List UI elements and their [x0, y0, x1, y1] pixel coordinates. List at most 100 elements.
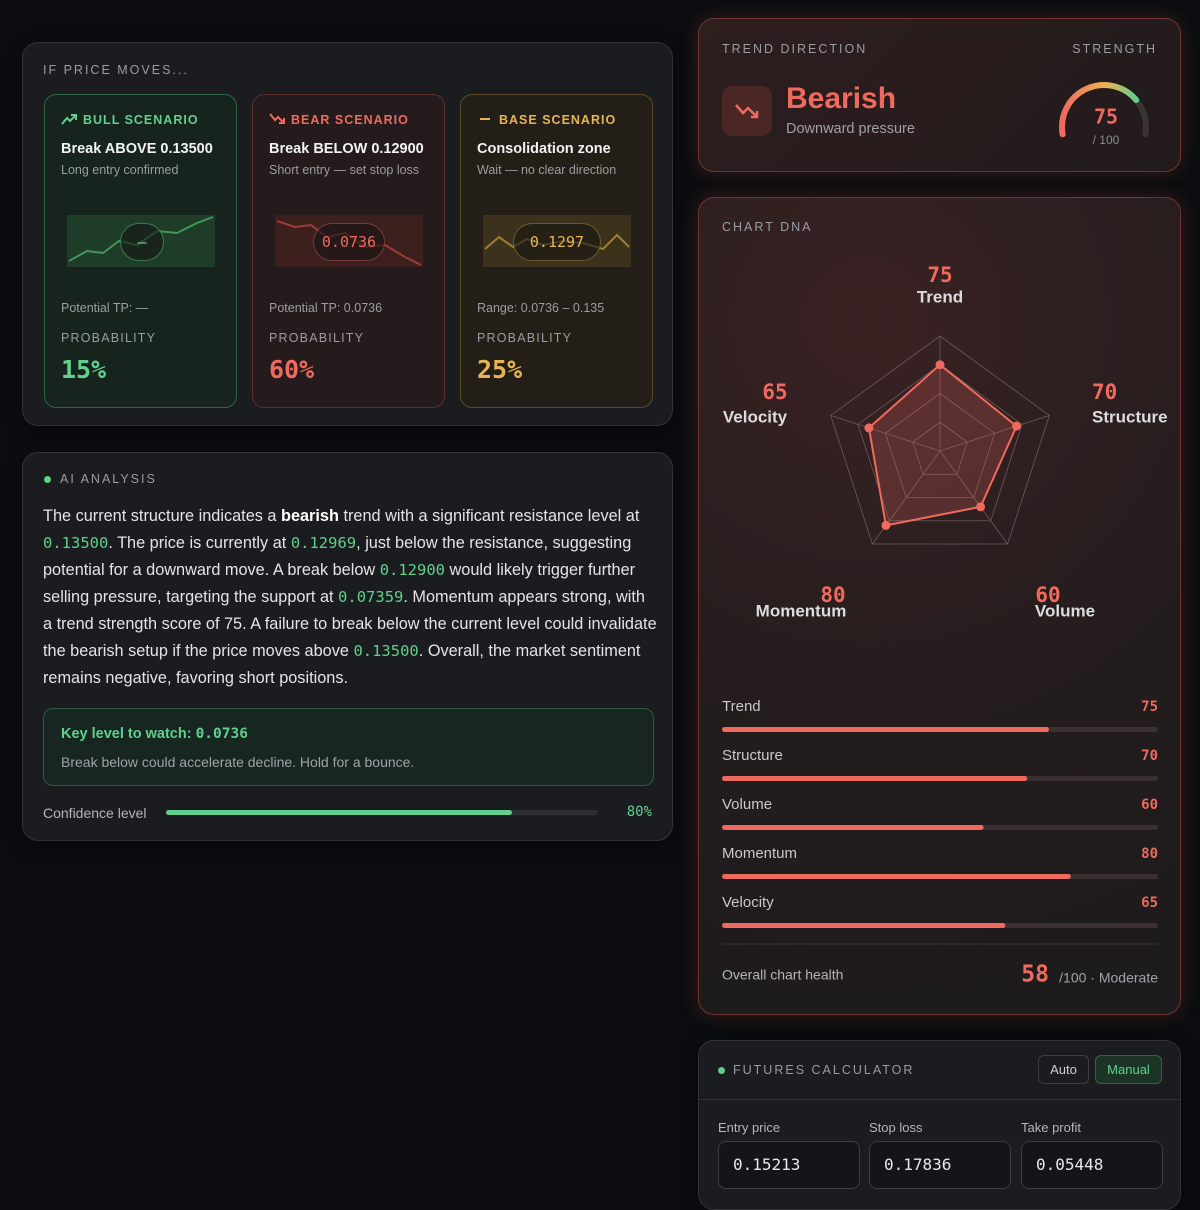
- text: The current structure indicates a: [43, 507, 281, 525]
- price: 0.13500: [353, 642, 419, 660]
- text: trend with a significant resistance leve…: [338, 507, 640, 525]
- text: would likely trigger further selling pre…: [43, 561, 636, 606]
- field-label: Entry price: [718, 1120, 781, 1135]
- strength-label: STRENGTH: [1072, 42, 1157, 56]
- radar-value: 75: [927, 263, 952, 287]
- probability-value: 15%: [61, 355, 107, 384]
- radar-point: [1012, 421, 1022, 431]
- scenario-card: BEAR SCENARIO Break BELOW 0.12900 Short …: [252, 94, 445, 408]
- metric-bar: [722, 776, 1028, 781]
- metric-value: 80: [1141, 846, 1158, 862]
- scenario-label: BEAR SCENARIO: [291, 113, 409, 127]
- metric-label: Momentum: [722, 845, 797, 862]
- probability-label: PROBABILITY: [61, 331, 157, 345]
- analysis-card: AI ANALYSIS The current structure indica…: [22, 452, 673, 841]
- metric-bar: [722, 923, 1006, 928]
- metric-value: 65: [1141, 895, 1158, 911]
- trend-direction: Bearish: [786, 82, 897, 115]
- dna-card: CHART DNA Overall chart health 58 /100 ·…: [698, 197, 1181, 1015]
- calculator-title: FUTURES CALCULATOR: [733, 1063, 915, 1077]
- health-suffix: /100 · Moderate: [1059, 970, 1158, 986]
- scenario-title: Consolidation zone: [477, 141, 611, 157]
- metric-value: 60: [1141, 797, 1158, 813]
- divider: [699, 1099, 1180, 1100]
- metric-label: Structure: [722, 747, 783, 764]
- key-level-text: Break below could accelerate decline. Ho…: [61, 754, 415, 770]
- analysis-text: The current structure indicates a bearis…: [43, 503, 658, 692]
- price: 0.12900: [379, 561, 446, 579]
- text: . The price is currently at: [108, 534, 291, 552]
- confidence-value: 80%: [626, 804, 652, 820]
- radar-area: [867, 363, 1018, 527]
- probability-label: PROBABILITY: [269, 331, 365, 345]
- confidence-bar: [166, 810, 512, 815]
- radar-spoke: [830, 415, 941, 452]
- radar-ring: [884, 393, 996, 498]
- metric-label: Trend: [722, 698, 761, 715]
- radar-label: Velocity: [723, 407, 788, 426]
- scenario-label: BULL SCENARIO: [83, 113, 199, 127]
- radar-ring: [830, 335, 1050, 545]
- scenario-pill: –: [120, 223, 164, 261]
- field-input[interactable]: 0.15213: [718, 1141, 860, 1189]
- scenario-note: Range: 0.0736 – 0.135: [477, 301, 605, 315]
- section-title: IF PRICE MOVES...: [43, 63, 189, 77]
- text: . Momentum appears strong, with a trend …: [43, 588, 657, 660]
- icon: [61, 114, 77, 125]
- metric-value: 70: [1141, 748, 1158, 764]
- scenario-card: BULL SCENARIO Break ABOVE 0.13500 Long e…: [44, 94, 237, 408]
- status-dot: [718, 1067, 725, 1074]
- radar-label: Structure: [1092, 407, 1168, 426]
- key-level-box: Key level to watch: 0.0736 Break below c…: [43, 708, 654, 786]
- metric-label: Velocity: [722, 894, 774, 911]
- text: , just below the resistance, suggesting …: [43, 534, 632, 579]
- section-title: AI ANALYSIS: [60, 472, 157, 486]
- probability-value: 25%: [477, 355, 523, 384]
- radar-point: [864, 423, 874, 433]
- confidence-label: Confidence level: [43, 805, 147, 821]
- calculator-card: FUTURES CALCULATOR Auto Manual Entry pri…: [698, 1040, 1181, 1210]
- dna-chart: Overall chart health 58 /100 · Moderate …: [722, 263, 1168, 988]
- metric-label: Volume: [722, 796, 772, 813]
- radar-point: [935, 360, 945, 370]
- radar-ring: [912, 421, 968, 475]
- radar-value: 80: [820, 583, 845, 607]
- field-label: Take profit: [1021, 1120, 1081, 1135]
- price: 0.13500: [43, 534, 109, 552]
- mode-button[interactable]: Manual: [1095, 1055, 1162, 1084]
- gauge-value: [1059, 82, 1140, 138]
- scenario-title: Break BELOW 0.12900: [269, 141, 424, 157]
- scenario-subtitle: Long entry confirmed: [61, 163, 179, 177]
- confidence-track: [166, 810, 598, 815]
- strength-max: / 100: [1093, 133, 1120, 147]
- field-input[interactable]: 0.17836: [869, 1141, 1011, 1189]
- probability-label: PROBABILITY: [477, 331, 573, 345]
- icon: [480, 118, 490, 120]
- scenario-subtitle: Wait — no clear direction: [477, 163, 617, 177]
- field-input[interactable]: 0.05448: [1021, 1141, 1163, 1189]
- radar-value: 70: [1092, 380, 1117, 404]
- key-level-label: Key level to watch:: [61, 726, 196, 742]
- scenario-card: BASE SCENARIO Consolidation zone Wait — …: [460, 94, 653, 408]
- scenario-note: Potential TP: 0.0736: [269, 301, 383, 315]
- bold-text: bearish: [281, 507, 339, 525]
- scenario-subtitle: Short entry — set stop loss: [269, 163, 420, 177]
- trend-subtitle: Downward pressure: [786, 121, 915, 137]
- radar-value: 65: [762, 380, 787, 404]
- key-level: Key level to watch: 0.0736: [61, 726, 248, 742]
- scenarios-card: IF PRICE MOVES... BULL SCENARIO Break AB…: [22, 42, 673, 426]
- probability-value: 60%: [269, 355, 315, 384]
- health-label: Overall chart health: [722, 967, 843, 983]
- radar-spoke: [939, 415, 1050, 452]
- metric-bar: [722, 874, 1071, 879]
- field-label: Stop loss: [869, 1120, 923, 1135]
- health-value: 58: [1021, 962, 1049, 988]
- radar-value: 60: [1035, 583, 1060, 607]
- dna-title: CHART DNA: [722, 220, 813, 234]
- icon: [269, 113, 285, 124]
- mode-button[interactable]: Auto: [1038, 1055, 1089, 1084]
- trend-title: TREND DIRECTION: [722, 42, 868, 56]
- price: 0.12969: [290, 534, 357, 552]
- metric-bar: [722, 825, 984, 830]
- strength-gauge: 75 / 100: [1059, 82, 1149, 147]
